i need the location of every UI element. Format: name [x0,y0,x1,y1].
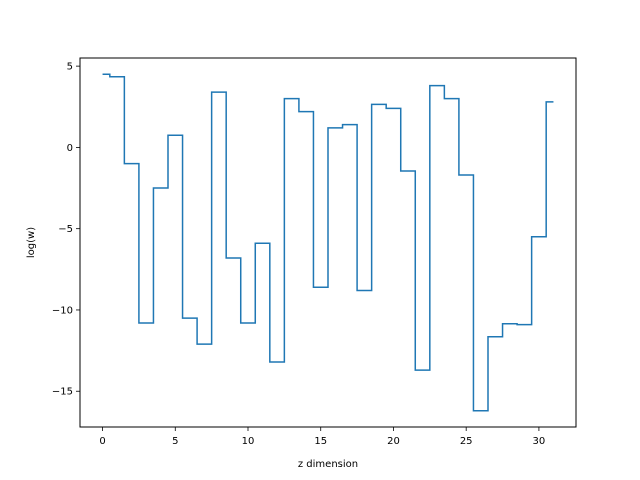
y-tick-label: −15 [52,387,73,398]
x-tick-label: 0 [99,436,105,447]
plot-frame [79,57,577,428]
x-tick-label: 10 [242,436,255,447]
x-axis-label: z dimension [298,459,358,470]
x-tick-label: 5 [172,436,178,447]
y-tick-label: −5 [58,224,73,235]
x-tick-label: 25 [460,436,473,447]
x-tick-label: 30 [533,436,546,447]
y-axis: −15 −10 −5 0 5 [52,62,80,398]
series-layer [102,73,554,412]
y-axis-label: log(w) [26,227,37,258]
x-axis: 0 5 10 15 20 25 30 [99,427,545,447]
x-tick-label: 20 [387,436,400,447]
series-line-0 [102,73,554,412]
y-tick-label: −10 [52,305,73,316]
x-tick-label: 15 [314,436,327,447]
y-tick-label: 0 [67,143,73,154]
y-tick-label: 5 [67,62,73,73]
